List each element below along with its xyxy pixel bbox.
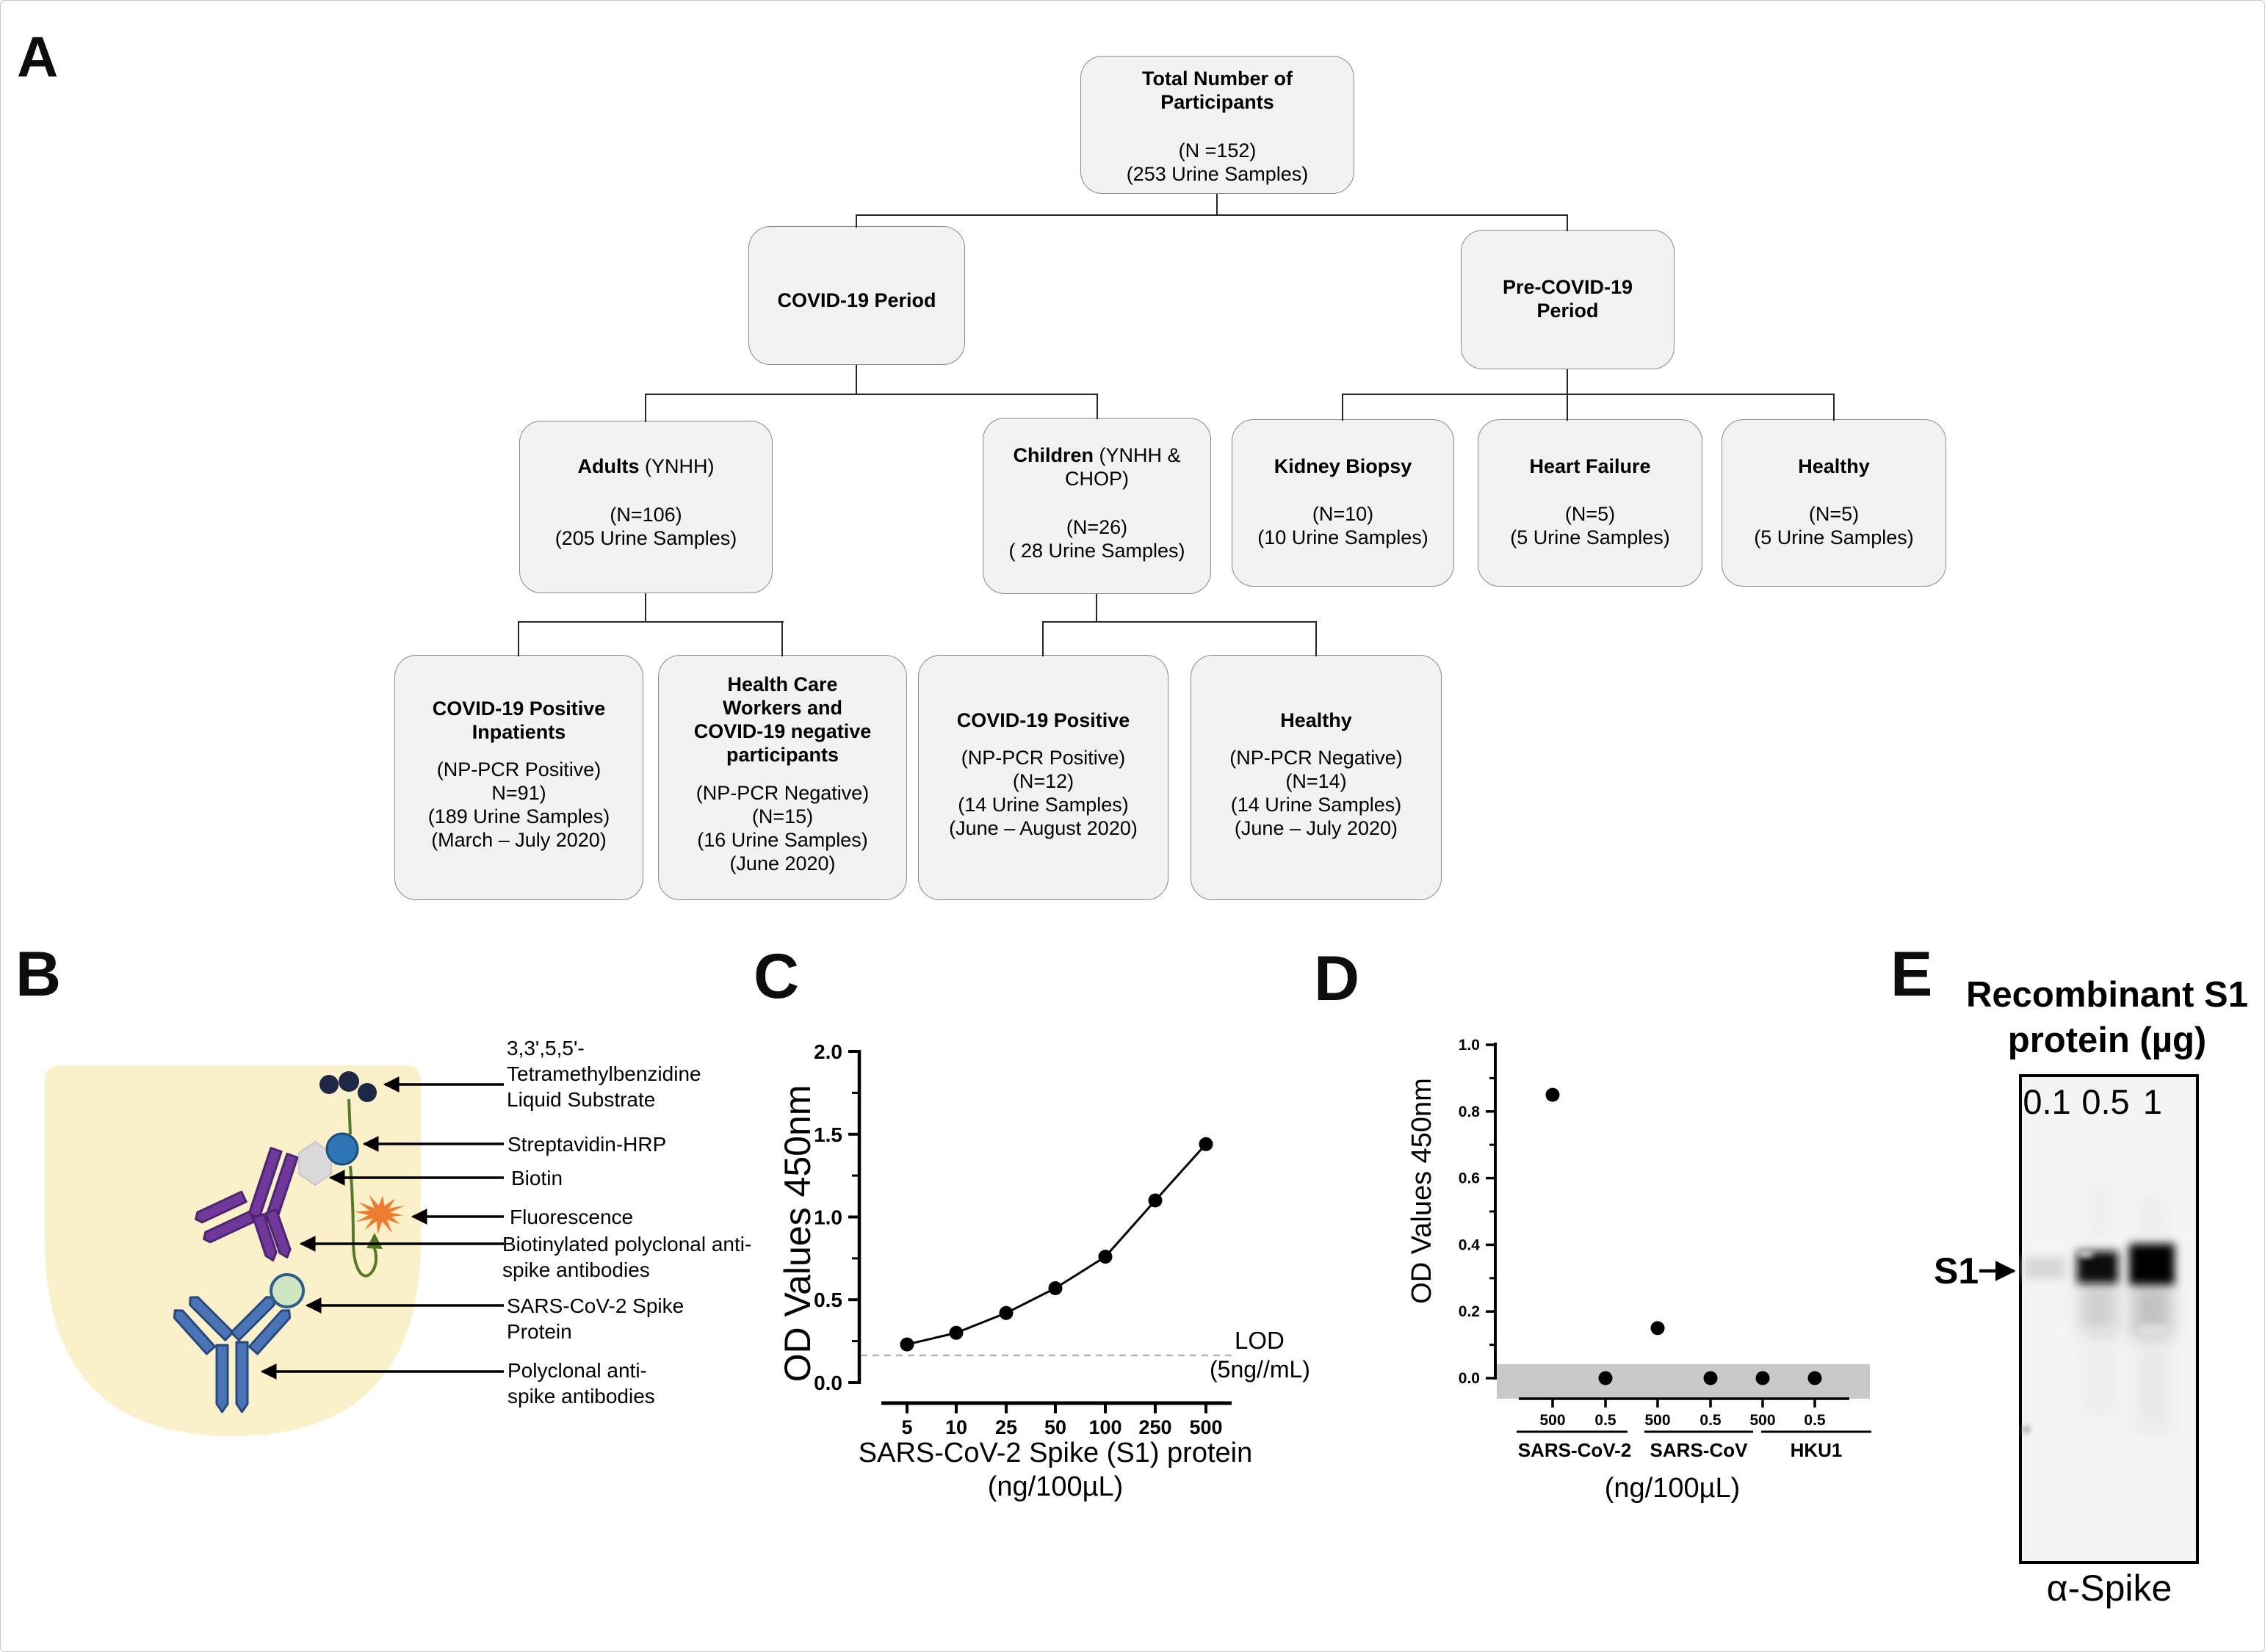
svg-text:S1: S1: [1934, 1250, 1979, 1291]
svg-text:1.0: 1.0: [1459, 1037, 1480, 1054]
svg-text:(ng/100µL): (ng/100µL): [1605, 1473, 1741, 1504]
svg-text:50: 50: [1044, 1416, 1066, 1438]
svg-text:LOD: LOD: [1235, 1327, 1285, 1354]
svg-text:500: 500: [1749, 1412, 1775, 1429]
svg-text:500: 500: [1539, 1412, 1565, 1429]
svg-text:2.0: 2.0: [814, 1040, 842, 1063]
svg-text:0.5: 0.5: [2081, 1082, 2129, 1121]
svg-text:(ng/100µL): (ng/100µL): [988, 1471, 1124, 1502]
svg-text:250: 250: [1138, 1416, 1171, 1438]
svg-text:0.1: 0.1: [2023, 1082, 2070, 1121]
svg-text:1: 1: [2143, 1082, 2162, 1121]
svg-text:α-Spike: α-Spike: [2047, 1568, 2172, 1609]
svg-text:0.0: 0.0: [1459, 1370, 1480, 1387]
svg-text:1.5: 1.5: [814, 1123, 842, 1146]
svg-text:0.0: 0.0: [814, 1372, 842, 1394]
svg-text:SARS-CoV-2: SARS-CoV-2: [1518, 1439, 1632, 1461]
svg-text:0.5: 0.5: [1699, 1412, 1722, 1429]
svg-text:1.0: 1.0: [814, 1206, 842, 1229]
svg-text:(5ng//mL): (5ng//mL): [1210, 1356, 1310, 1383]
svg-text:OD Values 450nm: OD Values 450nm: [777, 1085, 818, 1383]
svg-text:0.5: 0.5: [1804, 1412, 1826, 1429]
svg-text:SARS-CoV: SARS-CoV: [1650, 1439, 1749, 1461]
svg-text:Recombinant S1: Recombinant S1: [1966, 975, 2248, 1015]
svg-text:500: 500: [1644, 1412, 1670, 1429]
svg-text:0.2: 0.2: [1459, 1303, 1480, 1320]
svg-text:500: 500: [1189, 1416, 1222, 1438]
svg-text:0.5: 0.5: [1594, 1412, 1616, 1429]
svg-text:0.5: 0.5: [814, 1289, 842, 1311]
svg-text:0.8: 0.8: [1459, 1104, 1481, 1120]
svg-text:10: 10: [945, 1416, 967, 1438]
svg-text:100: 100: [1088, 1416, 1121, 1438]
svg-text:0.4: 0.4: [1459, 1236, 1481, 1253]
svg-text:OD Values 450nm: OD Values 450nm: [1406, 1078, 1437, 1304]
svg-text:HKU1: HKU1: [1791, 1439, 1843, 1461]
svg-text:5: 5: [901, 1416, 912, 1438]
svg-text:25: 25: [995, 1416, 1017, 1438]
svg-text:SARS-CoV-2 Spike (S1) protein: SARS-CoV-2 Spike (S1) protein: [859, 1438, 1252, 1468]
svg-text:0.6: 0.6: [1459, 1170, 1480, 1187]
svg-text:protein (µg): protein (µg): [2008, 1021, 2206, 1060]
